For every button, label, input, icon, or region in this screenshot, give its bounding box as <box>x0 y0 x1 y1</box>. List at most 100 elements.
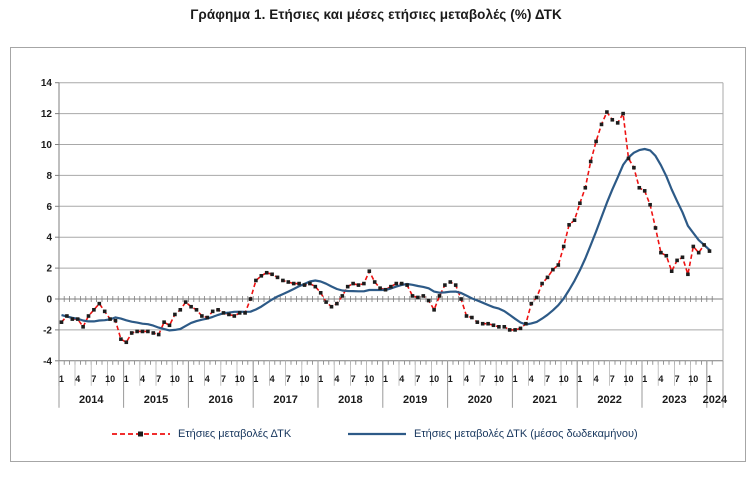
series-annual-marker <box>448 280 453 284</box>
series-annual-marker <box>653 226 658 230</box>
series-annual-marker <box>594 139 598 144</box>
x-month-label: 4 <box>658 374 663 384</box>
series-annual-marker <box>518 326 523 331</box>
series-annual-marker <box>167 323 172 328</box>
series-annual-marker <box>642 189 647 193</box>
series-annual-marker <box>308 281 312 286</box>
series-annual-marker <box>599 122 604 127</box>
x-month-label: 1 <box>577 374 582 384</box>
y-tick-label: -4 <box>43 356 52 367</box>
series-annual-marker <box>491 323 496 328</box>
legend-swatch-annual-dashed-line <box>112 431 170 437</box>
x-month-label: 10 <box>364 374 374 384</box>
series-annual-line <box>60 111 711 344</box>
x-month-label: 1 <box>383 374 388 384</box>
x-year-label: 2016 <box>209 394 233 406</box>
series-annual-marker <box>243 311 247 315</box>
series-annual-marker <box>146 329 150 334</box>
series-annual-marker <box>119 337 123 341</box>
series-annual-marker <box>459 297 463 301</box>
y-tick-label: 10 <box>41 140 53 151</box>
x-year-label: 2022 <box>597 394 621 406</box>
series-annual-marker <box>65 314 69 318</box>
series-annual-marker <box>162 320 166 324</box>
series-annual-marker <box>248 297 253 301</box>
legend: Ετήσιες μεταβολές ΔΤΚ Ετήσιες μεταβολές … <box>10 426 744 446</box>
legend-swatch-avg12-solid-line <box>348 432 406 436</box>
series-annual-marker <box>345 284 350 289</box>
x-month-label: 10 <box>559 374 569 384</box>
series-annual-marker <box>545 275 550 280</box>
series-annual-marker <box>470 315 474 320</box>
x-year-label: 2014 <box>79 394 104 406</box>
x-month-label: 1 <box>124 374 129 384</box>
series-annual-marker <box>686 272 690 277</box>
x-month-label: 4 <box>594 374 599 384</box>
series-annual-marker <box>200 314 204 318</box>
x-month-label: 10 <box>494 374 504 384</box>
x-month-label: 10 <box>623 374 633 384</box>
legend-item-avg12: Ετήσιες μεταβολές ΔΤΚ (μέσος δωδεκαμήνου… <box>346 426 638 442</box>
series-annual-marker <box>432 308 436 312</box>
series-annual-marker <box>216 308 220 312</box>
series-annual-marker <box>151 331 156 335</box>
legend-label-annual: Ετήσιες μεταβολές ΔΤΚ <box>178 428 292 440</box>
y-tick-label: 6 <box>46 202 52 213</box>
y-tick-label: 2 <box>46 264 52 275</box>
series-annual-marker <box>399 281 404 286</box>
x-month-label: 4 <box>140 374 145 384</box>
series-annual-marker <box>605 110 609 114</box>
x-month-label: 7 <box>286 374 291 384</box>
x-month-label: 1 <box>513 374 518 384</box>
series-annual-marker <box>291 281 296 286</box>
series-annual-marker <box>583 185 588 190</box>
x-month-label: 10 <box>429 374 439 384</box>
series-annual-marker <box>362 281 366 286</box>
x-month-label: 1 <box>642 374 647 384</box>
series-annual-marker <box>410 294 415 298</box>
y-tick-label: 4 <box>46 233 52 244</box>
x-month-label: 4 <box>205 374 210 384</box>
series-annual-marker <box>540 281 544 286</box>
series-annual-marker <box>324 300 328 304</box>
y-tick-label: -2 <box>43 325 52 336</box>
series-annual-marker <box>329 304 334 309</box>
series-annual-marker <box>75 317 80 321</box>
series-annual-marker <box>194 308 199 312</box>
series-annual-marker <box>129 331 134 335</box>
series-annual-marker <box>502 325 507 329</box>
series-annual-marker <box>615 121 620 125</box>
x-month-label: 7 <box>351 374 356 384</box>
series-annual-marker <box>259 274 264 278</box>
x-month-label: 7 <box>675 374 680 384</box>
series-annual-marker <box>421 294 426 298</box>
series-annual-marker <box>702 243 706 247</box>
series-annual-marker <box>497 325 501 329</box>
series-annual-marker <box>696 250 701 255</box>
series-annual-marker <box>221 311 226 315</box>
series-annual-marker <box>210 309 215 314</box>
series-annual-marker <box>254 278 258 283</box>
series-annual-marker <box>680 255 685 260</box>
x-month-label: 4 <box>464 374 469 384</box>
x-month-label: 4 <box>529 374 534 384</box>
x-month-label: 4 <box>270 374 275 384</box>
series-annual-marker <box>637 185 642 190</box>
series-annual-marker <box>286 280 291 284</box>
series-annual-marker <box>372 280 377 284</box>
x-month-label: 1 <box>253 374 258 384</box>
series-annual-marker <box>205 315 210 320</box>
series-annual-marker <box>648 202 652 207</box>
series-annual-marker <box>124 340 129 345</box>
x-month-label: 10 <box>105 374 115 384</box>
series-annual-marker <box>534 295 539 300</box>
series-annual-marker <box>189 304 193 309</box>
x-year-label: 2019 <box>403 394 427 406</box>
series-annual-marker <box>556 263 561 267</box>
x-year-label: 2020 <box>468 394 492 406</box>
series-annual-marker <box>367 269 372 273</box>
series-annual-marker <box>691 244 696 249</box>
series-annual-marker <box>227 312 231 317</box>
x-month-label: 1 <box>318 374 323 384</box>
series-annual-marker <box>59 320 64 324</box>
